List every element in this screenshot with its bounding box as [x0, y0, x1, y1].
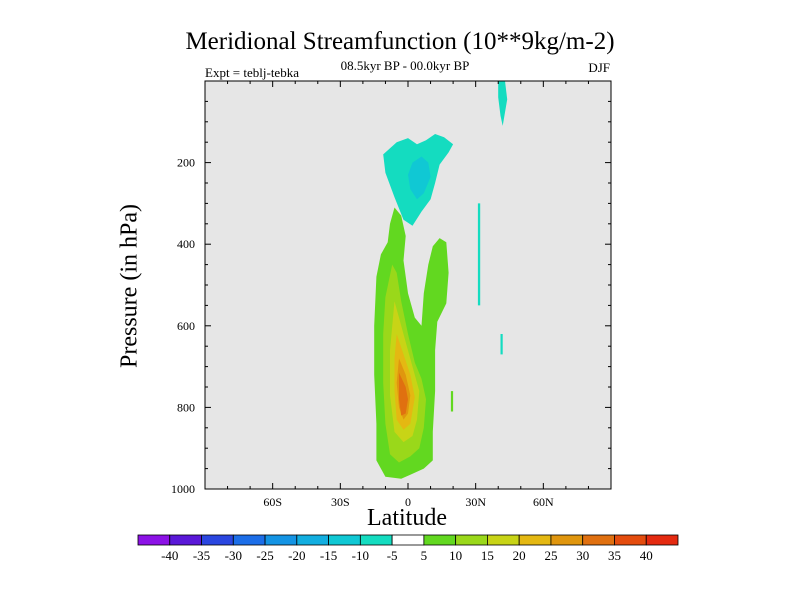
- colorbar: -40 -35 -30 -25 -20 -15 -10 -5 5 10 15 20 25 30 35 40: [137, 534, 679, 563]
- colorbar-label: -40: [161, 548, 178, 563]
- region-positive-north-sliver: [450, 391, 454, 412]
- y-tick-label: 1000: [171, 482, 195, 496]
- colorbar-label: -15: [320, 548, 337, 563]
- season-label: DJF: [588, 60, 610, 75]
- colorbar-swatch: [518, 534, 552, 546]
- colorbar-swatch: [391, 534, 425, 546]
- chart-title: Meridional Streamfunction (10**9kg/m-2): [185, 28, 615, 55]
- region-negative-north-top: [498, 81, 508, 126]
- colorbar-label: -20: [288, 548, 305, 563]
- region-positive-level-30: [399, 372, 408, 416]
- period-label: 08.5kyr BP - 00.0kyr BP: [340, 58, 470, 73]
- region-negative-north-sliver-b: [500, 334, 503, 355]
- colorbar-swatch: [455, 534, 488, 546]
- colorbar-label: 30: [576, 548, 589, 563]
- colorbar-label: -10: [352, 548, 369, 563]
- colorbar-label: 40: [640, 548, 653, 563]
- x-axis-label: Latitude: [367, 505, 447, 531]
- colorbar-label: -30: [225, 548, 242, 563]
- axis-ticks: 60S 30S 0 30N 60N 200 400 600 800 1000: [171, 80, 612, 509]
- y-tick-label: 800: [177, 400, 195, 414]
- region-negative-north-sliver-a: [477, 203, 481, 306]
- colorbar-swatch: [201, 534, 234, 546]
- colorbar-label: 5: [421, 548, 428, 563]
- colorbar-label: -25: [256, 548, 273, 563]
- region-negative-upper-core: [408, 156, 431, 200]
- y-tick-label: 200: [177, 156, 195, 170]
- colorbar-swatch: [232, 534, 266, 546]
- colorbar-swatch: [328, 534, 361, 546]
- experiment-label: Expt = teblj-tebka: [205, 65, 299, 80]
- colorbar-swatch: [264, 534, 298, 546]
- colorbar-label: 15: [481, 548, 494, 563]
- y-tick-label: 600: [177, 319, 195, 333]
- x-tick-label: 30N: [465, 495, 486, 509]
- colorbar-swatch: [614, 534, 647, 546]
- colorbar-swatch: [169, 534, 202, 546]
- colorbar-swatch: [359, 534, 393, 546]
- x-tick-label: 30S: [331, 495, 350, 509]
- colorbar-swatch: [137, 534, 171, 546]
- colorbar-swatch: [550, 534, 584, 546]
- colorbar-label: 10: [449, 548, 462, 563]
- colorbar-swatch: [645, 534, 679, 546]
- colorbar-swatch: [582, 534, 615, 546]
- x-tick-label: 60S: [263, 495, 282, 509]
- colorbar-label: -5: [387, 548, 398, 563]
- colorbar-swatch: [487, 534, 520, 546]
- colorbar-label: -35: [193, 548, 210, 563]
- y-tick-label: 400: [177, 237, 195, 251]
- colorbar-label: 35: [608, 548, 621, 563]
- colorbar-label: 25: [544, 548, 557, 563]
- colorbar-label: 20: [513, 548, 526, 563]
- x-tick-label: 60N: [533, 495, 554, 509]
- x-tick-label: 0: [405, 495, 411, 509]
- colorbar-swatch: [296, 534, 329, 546]
- colorbar-swatch: [423, 534, 457, 546]
- contour-regions: [374, 81, 508, 479]
